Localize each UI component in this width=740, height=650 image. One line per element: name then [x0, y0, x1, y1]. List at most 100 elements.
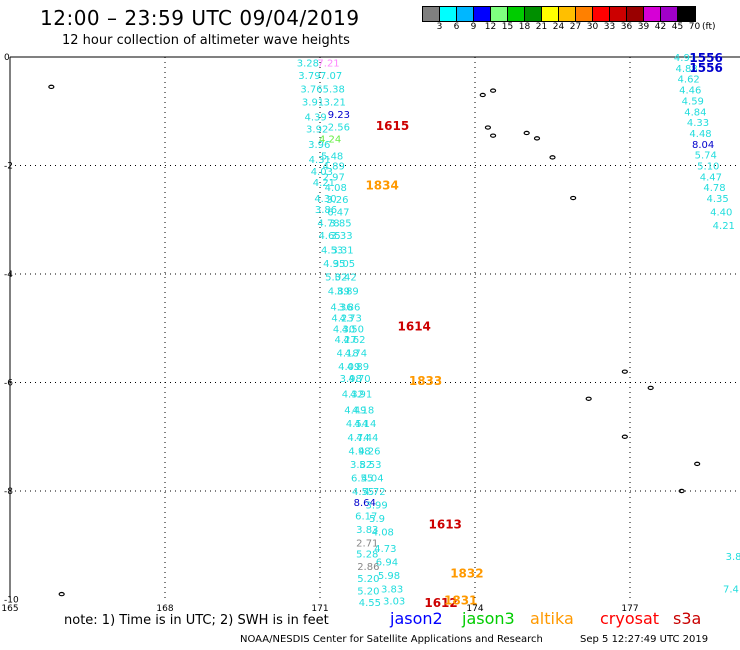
pass-time-label: 1612 — [424, 596, 457, 610]
island-outline — [647, 385, 654, 391]
pass-time-label: 1556 — [689, 51, 722, 65]
wave-height-label: 4.65 — [318, 231, 340, 242]
legend-item-s3a: s3a — [673, 609, 702, 628]
wave-height-label: 7.07 — [320, 71, 342, 82]
wave-height-label: 3.05 — [333, 259, 355, 270]
wave-height-label: 4.18 — [337, 349, 359, 360]
colorbar-swatch — [440, 7, 457, 21]
wave-height-label: 5.20 — [357, 574, 379, 585]
island-outline — [48, 84, 55, 90]
colorbar-swatch — [593, 7, 610, 21]
wave-height-label: 2.86 — [357, 562, 379, 573]
colorbar-swatch — [457, 7, 474, 21]
wave-height-label: 4.95 — [323, 259, 345, 270]
wave-height-label: 4.09 — [338, 362, 360, 373]
wave-height-label: 6.55 — [351, 473, 373, 484]
y-tick-label: -6 — [4, 379, 13, 389]
colorbar-unit: (ft) — [702, 22, 716, 32]
wave-height-label: 2.56 — [328, 122, 350, 133]
wave-height-label: 4.78 — [317, 218, 339, 229]
wave-height-label: 4.30 — [314, 194, 336, 205]
x-tick-label: 177 — [621, 604, 638, 614]
island-outline — [549, 155, 556, 160]
wave-height-label: 4.14 — [354, 419, 376, 430]
wave-height-label: 4.84 — [684, 107, 706, 118]
wave-height-label: 4.18 — [352, 406, 374, 417]
wave-height-label: 7.4 — [723, 585, 739, 596]
colorbar-tick-label: 27 — [569, 22, 582, 32]
colorbar-tick-label: 33 — [603, 22, 616, 32]
colorbar-swatch — [576, 7, 593, 21]
wave-height-label: 8.04 — [692, 140, 714, 151]
island-outline — [678, 488, 685, 494]
pass-time-label: 1614 — [398, 320, 431, 334]
y-tick-label: -8 — [4, 487, 13, 497]
wave-height-label: 7.21 — [317, 58, 339, 69]
pass-time-label: 1613 — [429, 518, 462, 532]
wave-height-label: 3.96 — [308, 140, 330, 151]
wave-height-label: 4.08 — [325, 183, 347, 194]
wave-height-label: 4.48 — [689, 129, 711, 140]
wave-height-label: 4.32 — [342, 389, 364, 400]
x-tick-label: 171 — [311, 604, 328, 614]
island-outline — [523, 130, 530, 136]
wave-height-label: 4.72 — [363, 487, 385, 498]
island-outline — [533, 136, 541, 141]
pass-time-label: 1831 — [444, 594, 477, 608]
island-outline — [489, 133, 497, 138]
colorbar-tick-label: 6 — [453, 22, 460, 32]
colorbar-tick-label: 9 — [470, 22, 477, 32]
colorbar-tick-label: 45 — [671, 22, 684, 32]
wave-height-label: 3.89 — [337, 286, 359, 297]
footer-credit: NOAA/NESDIS Center for Satellite Applica… — [240, 634, 543, 645]
wave-height-label: 4.08 — [372, 528, 394, 539]
wave-height-label: 3.79 — [298, 71, 320, 82]
note-text: note: 1) Time is in UTC; 2) SWH is in fe… — [64, 613, 329, 628]
wave-height-label: 4.21 — [713, 221, 735, 232]
wave-height-label: 4.62 — [678, 75, 700, 86]
pass-time-label: 1556 — [689, 61, 722, 75]
pass-time-label: 1834 — [365, 178, 398, 192]
colorbar — [422, 6, 696, 22]
wave-height-label: 3.83 — [381, 585, 403, 596]
wave-height-label: 3.91 — [302, 97, 324, 108]
wave-height-label: 4.24 — [319, 134, 341, 145]
wave-height-label: 4.89 — [328, 286, 350, 297]
wave-height-label: 3.42 — [334, 273, 356, 284]
wave-height-label: 4.98 — [348, 446, 370, 457]
colorbar-swatch — [491, 7, 508, 21]
wave-height-label: 3.92 — [306, 125, 328, 136]
y-tick-label: -4 — [4, 270, 13, 280]
wave-height-label: 5.48 — [321, 152, 343, 163]
wave-height-label: 4.53 — [321, 246, 343, 257]
colorbar-tick-label: 12 — [484, 22, 497, 32]
colorbar-tick-label: 39 — [637, 22, 650, 32]
wave-height-label: 4.74 — [345, 349, 367, 360]
island-outline — [484, 125, 492, 130]
wave-height-label: 8.64 — [354, 498, 376, 509]
legend-item-jason2: jason2 — [390, 609, 443, 628]
wave-height-label: 4.73 — [340, 313, 362, 324]
wave-height-label: 4.55 — [352, 487, 374, 498]
wave-height-label: 4.33 — [687, 118, 709, 129]
wave-height-label: 4.21 — [313, 178, 335, 189]
wave-height-label: 3.21 — [324, 97, 346, 108]
wave-height-label: 3.86 — [315, 205, 337, 216]
colorbar-tick-label: 42 — [654, 22, 667, 32]
wave-height-label: 4.30 — [333, 324, 355, 335]
wave-height-label: 3.26 — [326, 195, 348, 206]
wave-height-label: 4.46 — [679, 86, 701, 97]
wave-height-label: 3.03 — [383, 597, 405, 608]
x-tick-label: 174 — [466, 604, 483, 614]
colorbar-swatch — [661, 7, 678, 21]
island-outline — [479, 92, 486, 98]
wave-height-label: 2.97 — [323, 172, 345, 183]
wave-height-label: 4.59 — [682, 96, 704, 107]
island-outline — [621, 434, 628, 439]
island-outline — [585, 396, 592, 401]
wave-height-label: 4.89 — [347, 362, 369, 373]
wave-height-label: 4.36 — [330, 303, 352, 314]
wave-height-label: 4.55 — [359, 598, 381, 609]
footer-timestamp: Sep 5 12:27:49 UTC 2019 — [580, 634, 709, 645]
